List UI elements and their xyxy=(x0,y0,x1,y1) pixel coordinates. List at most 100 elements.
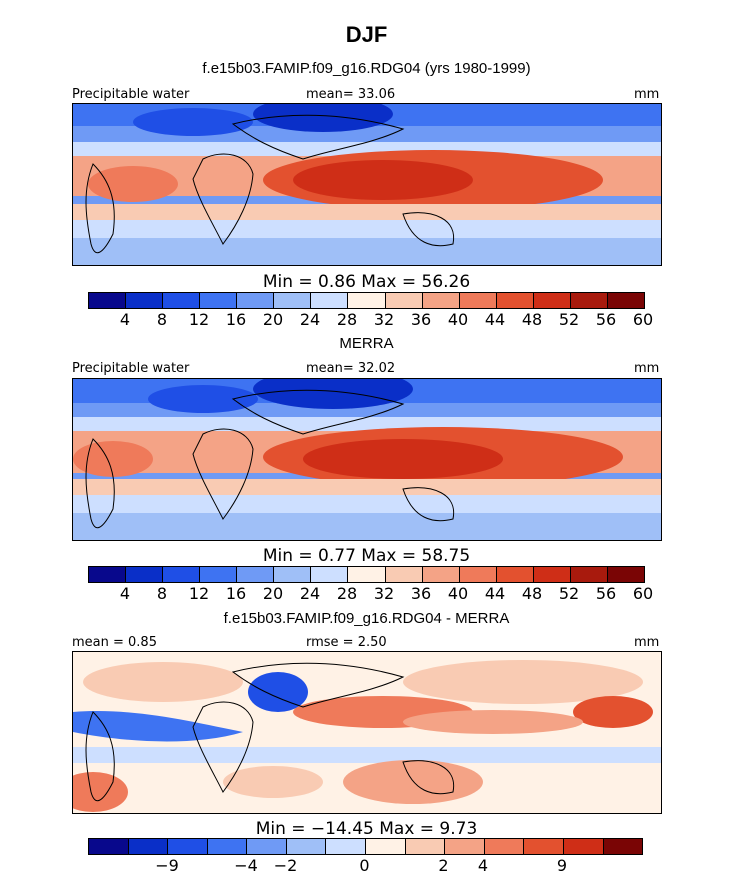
colorbar-box xyxy=(89,293,127,308)
panel2-subtitle: MERRA xyxy=(339,335,394,352)
colorbar-tick-label: 48 xyxy=(521,584,543,603)
colorbar-box xyxy=(422,567,460,582)
panel1-variable-label: Precipitable water xyxy=(72,87,190,102)
colorbar-tick-label: −2 xyxy=(273,856,298,875)
panel3-mean-label: mean = 0.85 xyxy=(72,635,157,650)
colorbar-box xyxy=(366,839,406,854)
colorbar-box xyxy=(484,839,525,854)
colorbar-box xyxy=(459,567,497,582)
colorbar-tick-label: 16 xyxy=(225,584,247,603)
colorbar-box xyxy=(422,293,460,308)
colorbar-tick-label: 4 xyxy=(119,310,131,329)
colorbar-box xyxy=(570,293,608,308)
colorbar-box xyxy=(286,839,327,854)
colorbar-box xyxy=(459,293,497,308)
colorbar-box xyxy=(385,567,423,582)
panel1-units-label: mm xyxy=(634,87,660,102)
colorbar-tick-label: 20 xyxy=(262,584,284,603)
colorbar-box xyxy=(247,839,287,854)
colorbar-box xyxy=(163,293,201,308)
colorbar-box xyxy=(496,567,534,582)
colorbar-tick-label: 52 xyxy=(558,584,580,603)
panel2-colorbar xyxy=(88,566,645,583)
colorbar-box xyxy=(603,839,643,854)
colorbar-tick-label: 12 xyxy=(188,310,210,329)
colorbar-tick-label: 56 xyxy=(595,310,617,329)
panel1-minmax: Min = 0.86 Max = 56.26 xyxy=(262,272,471,292)
colorbar-box xyxy=(200,567,238,582)
colorbar-tick-label: 2 xyxy=(438,856,449,875)
colorbar-tick-label: 52 xyxy=(558,310,580,329)
panel2-mean-label: mean= 32.02 xyxy=(306,361,396,376)
panel3-map xyxy=(72,651,662,814)
colorbar-box xyxy=(348,293,386,308)
colorbar-tick-label: 32 xyxy=(373,310,395,329)
figure-title: DJF xyxy=(345,22,388,47)
colorbar-box xyxy=(311,293,349,308)
colorbar-box xyxy=(207,839,248,854)
colorbar-box xyxy=(524,839,564,854)
colorbar-tick-label: 40 xyxy=(447,584,469,603)
panel2-units-label: mm xyxy=(634,361,660,376)
colorbar-tick-label: 36 xyxy=(410,310,432,329)
colorbar-box xyxy=(200,293,238,308)
colorbar-box xyxy=(274,567,312,582)
colorbar-box xyxy=(126,293,164,308)
panel3-colorbar xyxy=(88,838,643,855)
colorbar-box xyxy=(570,567,608,582)
panel2-map xyxy=(72,378,662,541)
colorbar-box xyxy=(533,567,571,582)
panel1-map xyxy=(72,103,662,266)
colorbar-box xyxy=(128,839,169,854)
colorbar-box xyxy=(607,567,644,582)
colorbar-box xyxy=(348,567,386,582)
panel3-minmax: Min = −14.45 Max = 9.73 xyxy=(255,819,478,839)
panel1-colorbar-ticks: 4 8 12 16 20 24 28 32 36 40 44 48 52 56 60 xyxy=(88,310,653,330)
colorbar-tick-label: 24 xyxy=(299,584,321,603)
colorbar-tick-label: 4 xyxy=(477,856,489,875)
colorbar-tick-label: 12 xyxy=(188,584,210,603)
colorbar-tick-label: 20 xyxy=(262,310,284,329)
colorbar-box xyxy=(163,567,201,582)
colorbar-tick-label: 4 xyxy=(119,584,131,603)
panel3-subtitle: f.e15b03.FAMIP.f09_g16.RDG04 - MERRA xyxy=(223,610,510,627)
colorbar-tick-label: 8 xyxy=(156,310,168,329)
colorbar-box xyxy=(126,567,164,582)
colorbar-tick-label: 48 xyxy=(521,310,543,329)
colorbar-tick-label: −9 xyxy=(155,856,179,875)
colorbar-box xyxy=(405,839,446,854)
colorbar-box xyxy=(237,293,275,308)
colorbar-box xyxy=(168,839,208,854)
colorbar-box xyxy=(89,839,129,854)
colorbar-tick-label: 44 xyxy=(484,584,506,603)
panel3-colorbar-ticks: −9 −4 −2 0 2 4 9 xyxy=(88,856,643,876)
colorbar-tick-label: 9 xyxy=(556,856,568,875)
colorbar-box xyxy=(311,567,349,582)
panel3-units-label: mm xyxy=(634,635,660,650)
colorbar-tick-label: 28 xyxy=(336,310,358,329)
colorbar-box xyxy=(89,567,127,582)
colorbar-tick-label: 44 xyxy=(484,310,506,329)
colorbar-tick-label: 24 xyxy=(299,310,321,329)
panel2-variable-label: Precipitable water xyxy=(72,361,190,376)
colorbar-box xyxy=(533,293,571,308)
colorbar-tick-label: 60 xyxy=(632,584,654,603)
colorbar-tick-label: −4 xyxy=(234,856,258,875)
panel2-minmax: Min = 0.77 Max = 58.75 xyxy=(262,546,471,566)
panel1-colorbar xyxy=(88,292,645,309)
colorbar-tick-label: 16 xyxy=(225,310,247,329)
colorbar-tick-label: 28 xyxy=(336,584,358,603)
panel1-subtitle: f.e15b03.FAMIP.f09_g16.RDG04 (yrs 1980-1… xyxy=(202,60,531,77)
colorbar-tick-label: 0 xyxy=(359,856,370,875)
colorbar-box xyxy=(326,839,367,854)
colorbar-box xyxy=(445,839,485,854)
panel2-colorbar-ticks: 4 8 12 16 20 24 28 32 36 40 44 48 52 56 60 xyxy=(88,584,653,604)
colorbar-box xyxy=(237,567,275,582)
panel3-rmse-label: rmse = 2.50 xyxy=(306,635,387,650)
colorbar-box xyxy=(496,293,534,308)
colorbar-box xyxy=(607,293,644,308)
colorbar-box xyxy=(385,293,423,308)
colorbar-tick-label: 32 xyxy=(373,584,395,603)
colorbar-tick-label: 56 xyxy=(595,584,617,603)
colorbar-box xyxy=(563,839,604,854)
